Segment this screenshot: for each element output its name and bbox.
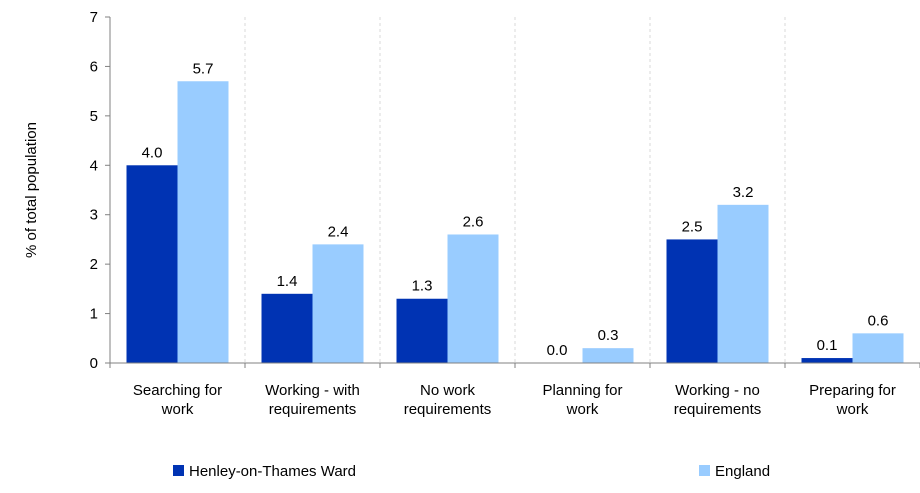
y-tick-label: 1 [90,306,98,323]
legend-swatch [699,465,710,476]
axes: Searching for work Working - with requireme… [90,9,920,418]
category-label: work [566,401,599,418]
data-label: 0.1 [817,337,838,354]
bar [396,298,448,363]
bar [312,244,364,363]
legend-swatch [173,465,184,476]
category-label: requirements [269,401,357,418]
data-label: 5.7 [193,60,214,77]
bar [801,358,853,363]
legend-item: Henley-on-Thames Ward [173,463,356,480]
bars [126,81,904,363]
y-tick-label: 0 [90,355,98,372]
legend-label: Henley-on-Thames Ward [189,463,356,480]
bar [852,333,904,363]
category-label: Preparing for [809,382,896,399]
category-label: work [836,401,869,418]
bar [717,204,769,363]
category-label: requirements [404,401,492,418]
data-label: 0.0 [547,342,568,359]
category-label: Working - no [675,382,760,399]
bar [177,81,229,363]
data-label: 1.3 [412,278,433,295]
bar [666,239,718,363]
bar [126,165,178,363]
y-tick-label: 4 [90,157,98,174]
data-label: 1.4 [277,273,298,290]
y-tick-label: 5 [90,108,98,125]
data-label: 2.6 [463,213,484,230]
data-label: 3.2 [733,184,754,201]
data-label: 2.4 [328,223,349,240]
legend-item: England [699,463,770,480]
category-label: Working - with [265,382,360,399]
data-label: 0.3 [598,327,619,344]
category-label: requirements [674,401,762,418]
data-label: 2.5 [682,218,703,235]
legend: Henley-on-Thames Ward England [173,463,770,480]
bar [447,234,499,363]
category-label: Planning for [542,382,622,399]
category-label: No work [420,382,476,399]
y-axis-title: % of total population [23,122,40,258]
category-label: Searching for [133,382,222,399]
bar [261,293,313,363]
y-tick-label: 7 [90,9,98,26]
y-tick-label: 6 [90,58,98,75]
legend-label: England [715,463,770,480]
bar [582,348,634,363]
data-labels: 4.0 5.7 1.4 2.4 1.3 2.6 0.0 0.3 2.5 3.2 0.1 0.6 [142,60,889,359]
y-tick-label: 2 [90,256,98,273]
y-tick-label: 3 [90,207,98,224]
data-label: 4.0 [142,144,163,161]
category-label: work [161,401,194,418]
category-separators [244,17,786,363]
data-label: 0.6 [868,312,889,329]
